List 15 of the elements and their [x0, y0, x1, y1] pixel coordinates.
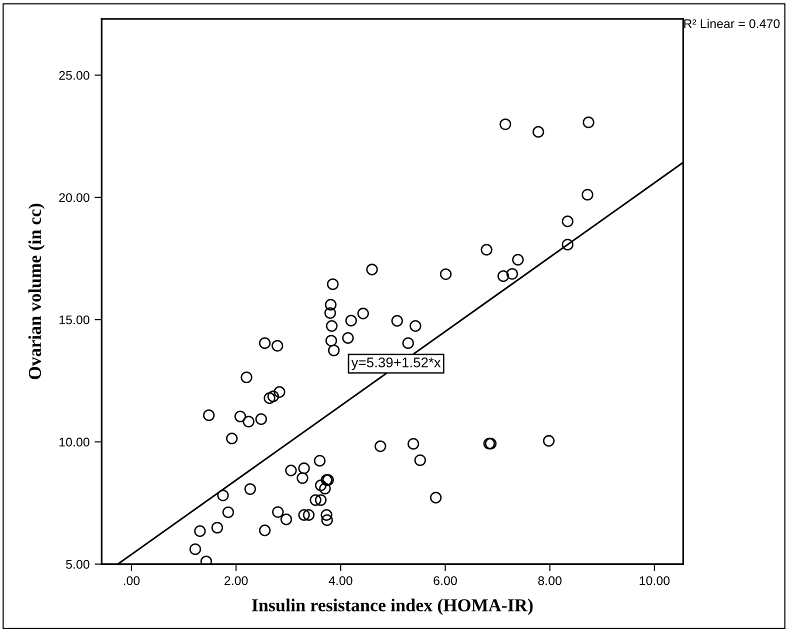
x-tick-label: 4.00: [328, 576, 352, 586]
y-tick-label: 25.00: [59, 70, 90, 80]
y-tick-label: 5.00: [66, 560, 90, 569]
annotation: y=5.39+1.52*x: [351, 358, 441, 370]
y-tick-label: 15.00: [60, 315, 90, 324]
y-tick-label: 20.00: [59, 193, 90, 202]
x-tick-label: .00: [124, 576, 140, 586]
y-axis-title: Ovarian volume (in cc): [28, 204, 45, 380]
x-tick-label: 10.00: [640, 576, 670, 586]
x-axis-title: Insulin resistance index (HOMA-IR): [252, 598, 533, 616]
x-tick-label: 8.00: [538, 576, 562, 586]
y-tick-label: 10.00: [60, 438, 90, 447]
x-tick-label: 6.00: [434, 576, 457, 586]
x-tick-label: 2.00: [224, 576, 248, 586]
text: R² Linear = 0.470: [684, 18, 780, 28]
